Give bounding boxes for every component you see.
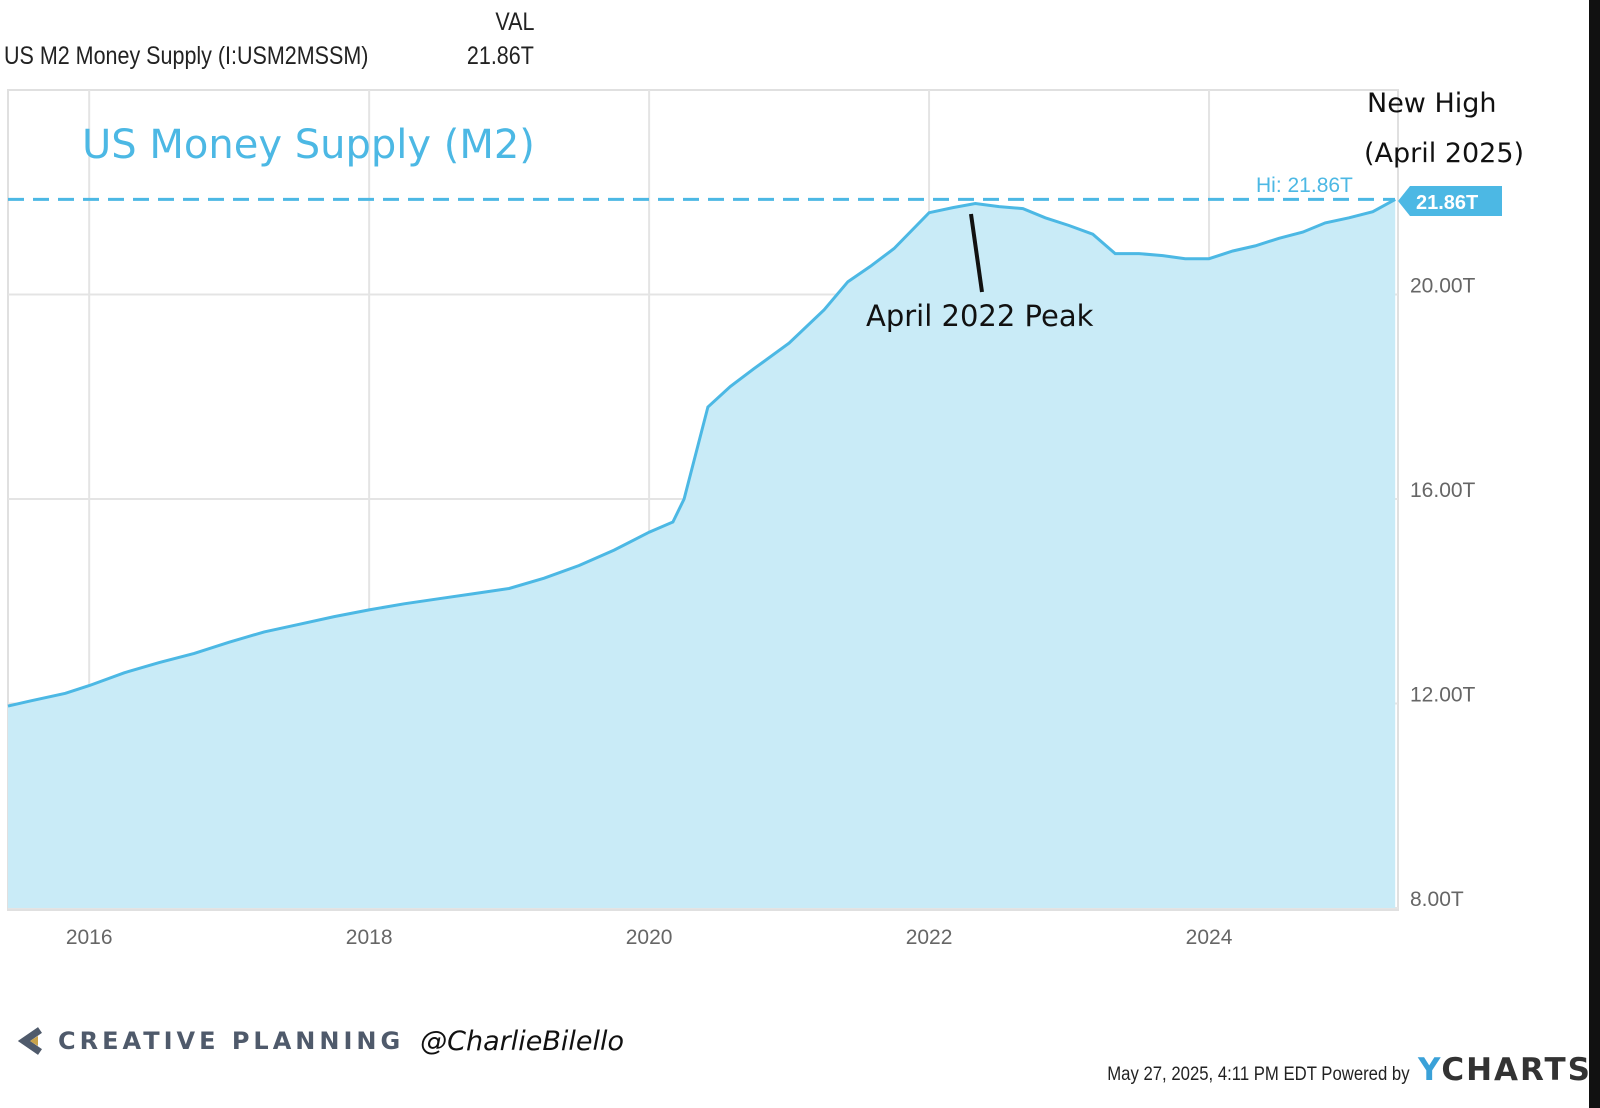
tick-layer: 8.00T 12.00T 16.00T 20.00T 2016 2018 2020 2022 2… [66,275,1476,950]
author-handle: @CharlieBilello [420,1025,625,1057]
y-tick-label: 20.00T [1410,275,1476,298]
m2-series-line [7,198,1396,708]
right-edge-bar [1589,0,1600,1108]
ycharts-logo-rest: CHARTS [1441,1052,1592,1088]
peak-label: April 2022 Peak [866,299,1094,333]
y-tick-label: 12.00T [1410,684,1476,707]
last-value-badge: 21.86T [1398,186,1502,216]
ycharts-logo: YCHARTS [1418,1052,1592,1088]
creative-planning-logo-icon [17,1027,42,1055]
x-tick-label: 2020 [626,926,673,949]
legend-column-header: VAL [494,8,534,36]
x-tick-label: 2018 [346,926,393,949]
brand-name: CREATIVE PLANNING [58,1027,405,1055]
ycharts-logo-initial: Y [1418,1052,1442,1088]
y-tick-label: 8.00T [1410,888,1464,911]
chart-title: US Money Supply (M2) [82,122,535,168]
y-tick-label: 16.00T [1410,479,1476,502]
footer-brand: CREATIVE PLANNING @CharlieBilello [14,1024,624,1058]
x-tick-label: 2024 [1186,926,1233,949]
hi-value-label: Hi: 21.86T [1256,174,1353,197]
peak-pointer-line [969,213,984,293]
legend-series-value: 21.86T [467,42,534,70]
m2-area-fill [8,199,1396,908]
footer-attribution: May 27, 2025, 4:11 PM EDT Powered by YCH… [1066,1052,1592,1088]
new-high-label-line1: New High [1367,88,1497,119]
x-tick-label: 2016 [66,926,113,949]
new-high-label-line2: (April 2025) [1364,138,1524,169]
last-value-badge-text: 21.86T [1416,192,1478,214]
timestamp: May 27, 2025, 4:11 PM EDT Powered by [1107,1064,1411,1085]
legend-series-name: US M2 Money Supply (I:USM2MSSM) [4,42,369,70]
x-tick-label: 2022 [906,926,953,949]
